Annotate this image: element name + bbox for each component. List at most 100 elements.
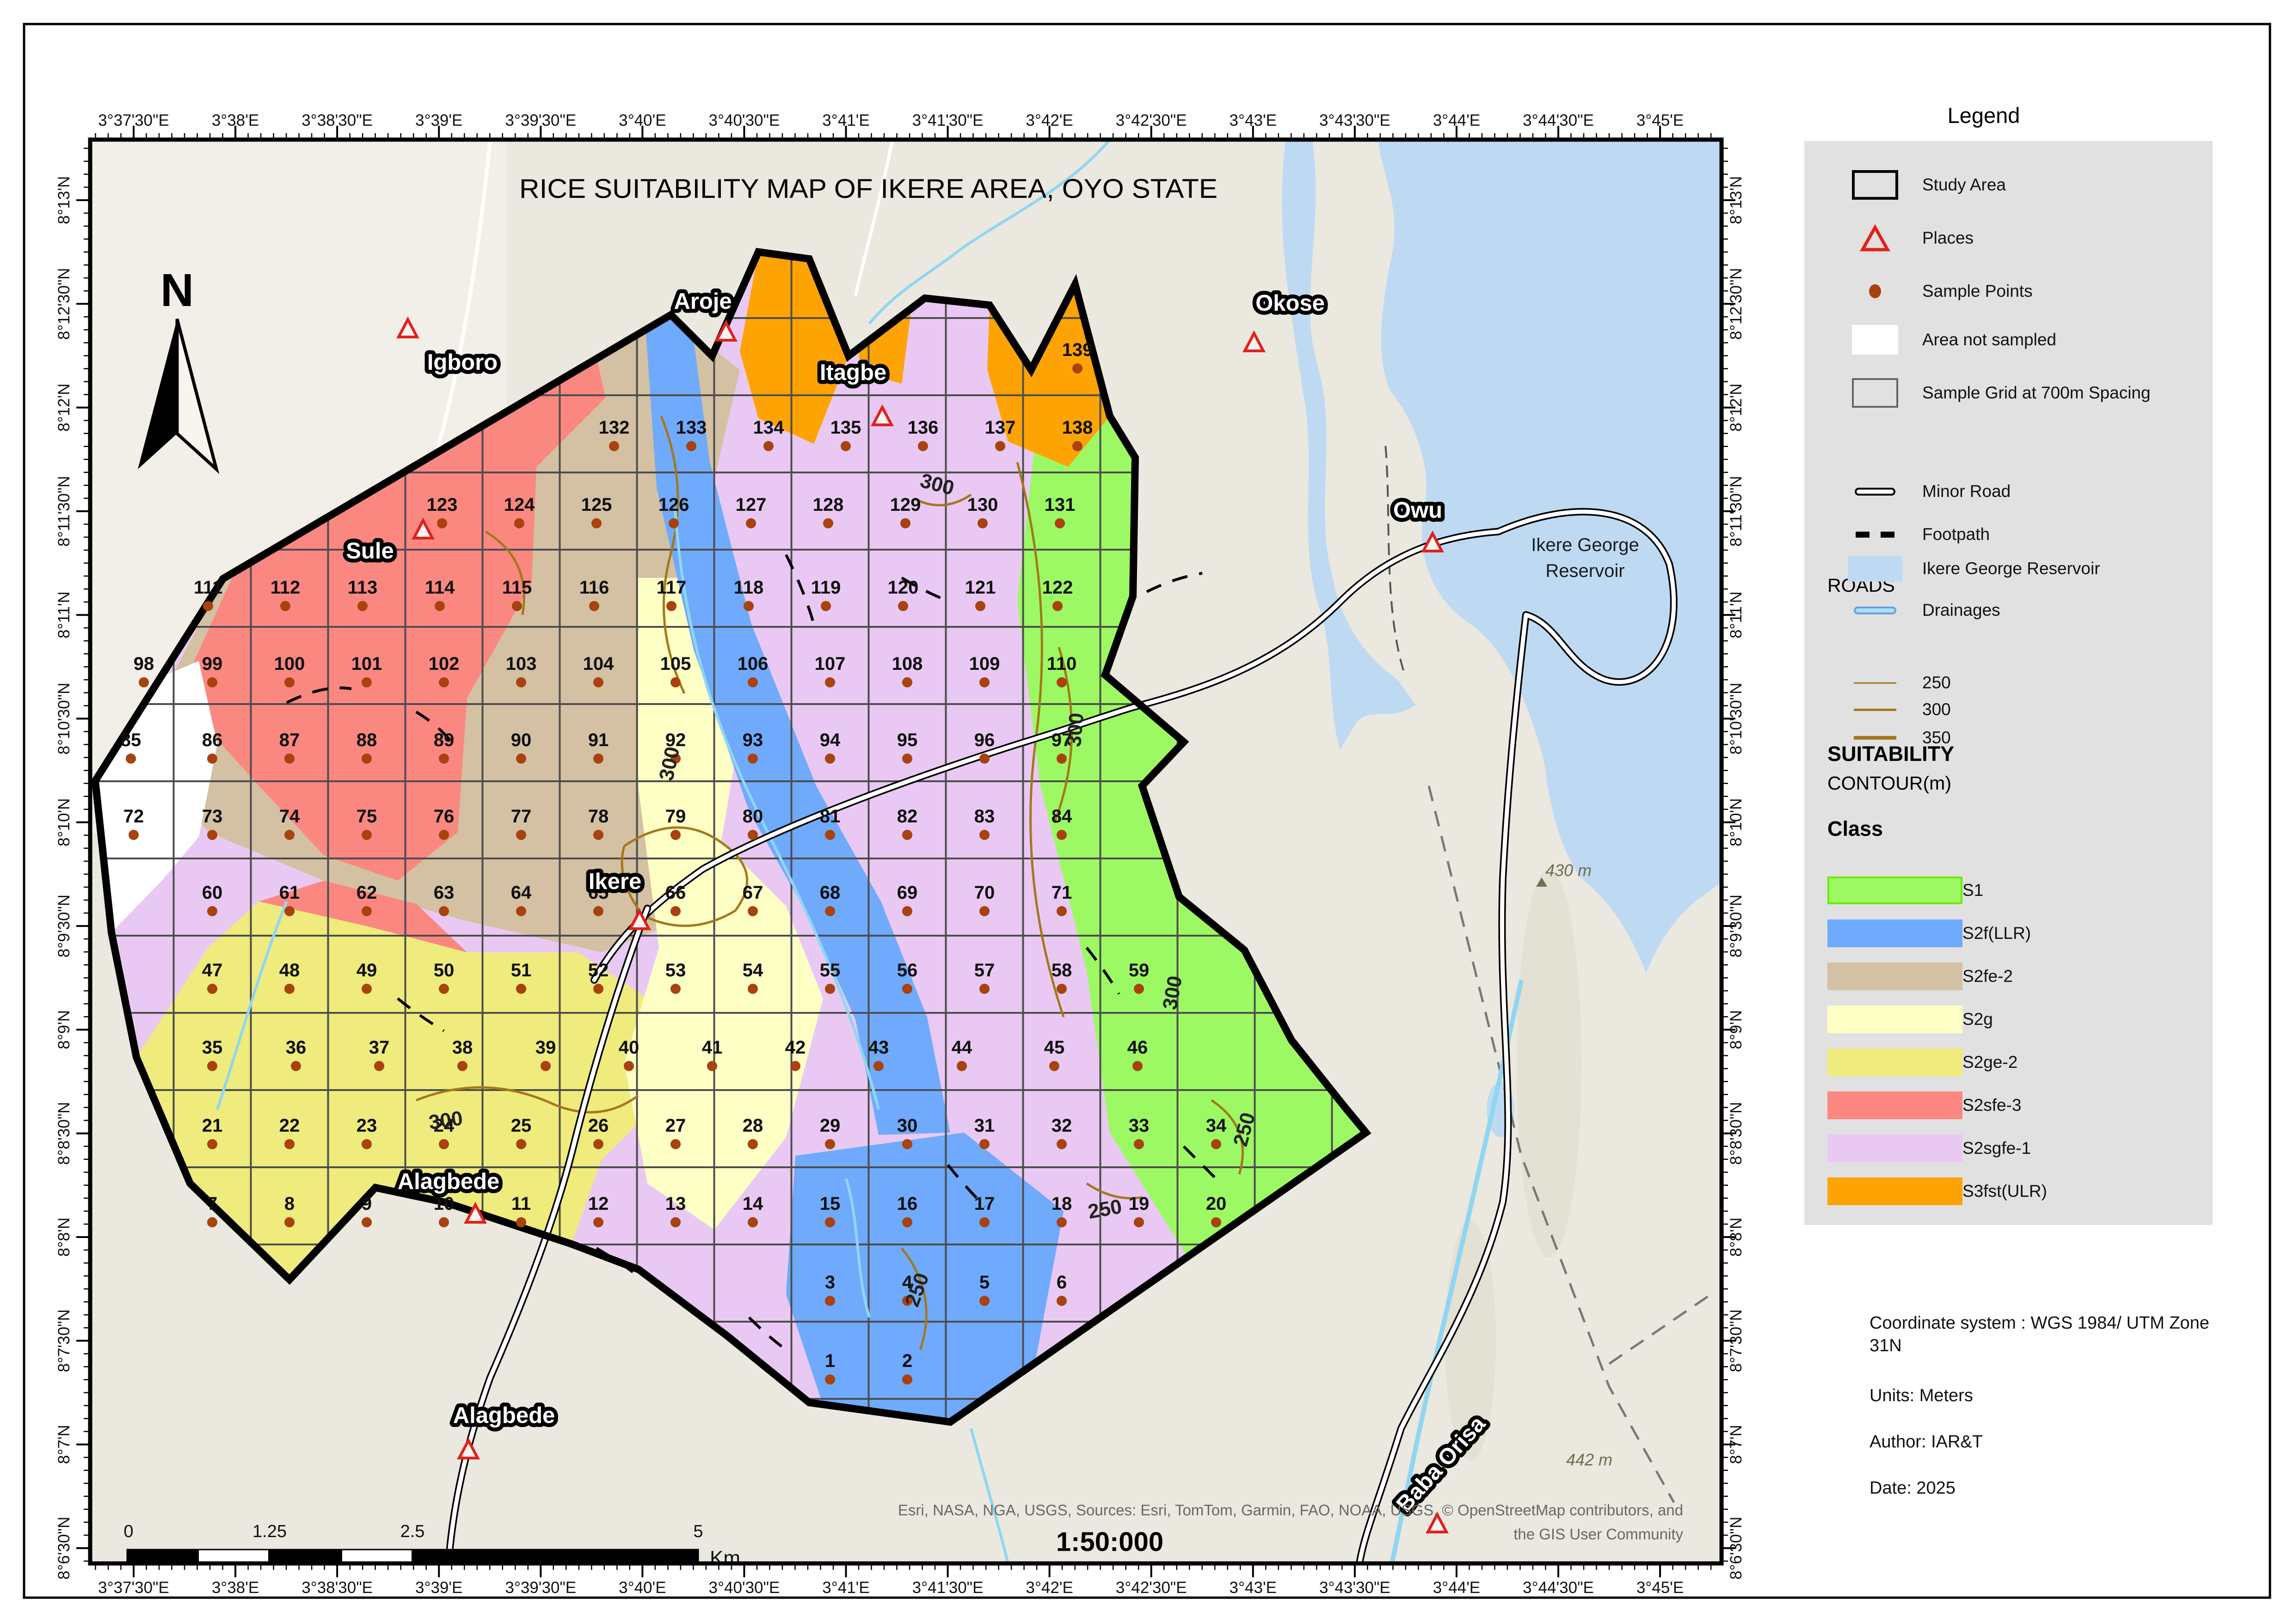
y-axis-label-left: 8°7'N bbox=[55, 1425, 73, 1464]
sample-point-dot bbox=[670, 677, 681, 687]
sample-point: 136 bbox=[908, 417, 938, 451]
legend-item-class-s2sfe-3-label: S2sfe-3 bbox=[1962, 1095, 2022, 1115]
y-axis-label-left: 8°7'30"N bbox=[55, 1309, 73, 1372]
y-axis-label-left: 8°6'30"N bbox=[55, 1517, 73, 1580]
sample-point: 79 bbox=[665, 806, 686, 840]
sample-point: 66 bbox=[665, 882, 686, 916]
sample-point-dot bbox=[825, 1139, 835, 1149]
legend-item-area-not-sampled-label: Area not sampled bbox=[1922, 330, 2057, 349]
legend-item-class-s2ge-2-swatch bbox=[1827, 1048, 1962, 1076]
sample-point: 133 bbox=[676, 417, 707, 451]
sample-point-number: 2 bbox=[902, 1351, 912, 1371]
legend-item-class-s2g-swatch bbox=[1827, 1005, 1962, 1033]
legend-item-class-s2f(llr): S2f(LLR) bbox=[1827, 916, 2197, 951]
sample-point: 64 bbox=[511, 882, 532, 916]
sample-point: 127 bbox=[736, 495, 767, 528]
sample-point: 13 bbox=[665, 1194, 686, 1227]
sample-point-dot bbox=[902, 906, 912, 916]
legend-item-contour-250-swatch bbox=[1827, 682, 1922, 684]
x-axis-label-bottom: 3°39'E bbox=[415, 1579, 462, 1597]
sample-point-dot bbox=[207, 677, 217, 687]
sample-point: 12 bbox=[588, 1194, 609, 1227]
sample-point-dot bbox=[1132, 1061, 1143, 1071]
place-triangle-icon bbox=[1421, 530, 1444, 552]
legend-item-minor-road: Minor Road bbox=[1827, 474, 2197, 509]
peak-label-442: 442 m bbox=[1566, 1450, 1612, 1469]
sample-point-number: 22 bbox=[279, 1115, 300, 1136]
sample-point: 74 bbox=[279, 806, 300, 840]
sample-point: 116 bbox=[579, 577, 609, 611]
place-label: Itagbe bbox=[820, 360, 886, 385]
sample-point-number: 58 bbox=[1052, 960, 1072, 981]
sample-point: 30 bbox=[897, 1115, 917, 1149]
legend-item-reservoir: Ikere George Reservoir bbox=[1827, 551, 2197, 586]
sample-point: 60 bbox=[202, 882, 222, 916]
sample-point-number: 48 bbox=[279, 960, 300, 981]
sample-point-dot bbox=[591, 518, 602, 528]
sample-point-number: 92 bbox=[665, 730, 686, 750]
sample-point-dot bbox=[516, 1217, 526, 1227]
sample-point: 128 bbox=[813, 495, 843, 528]
legend-title: Legend bbox=[1947, 103, 2020, 128]
sample-point-number: 18 bbox=[1052, 1194, 1072, 1214]
x-axis-label-top: 3°38'E bbox=[212, 111, 259, 129]
sample-point-number: 97 bbox=[1052, 730, 1072, 750]
scale-ratio: 1:50:000 bbox=[1056, 1527, 1163, 1557]
sample-point-dot bbox=[439, 677, 449, 687]
sample-point: 19 bbox=[1129, 1194, 1149, 1227]
sample-point-dot bbox=[898, 601, 908, 611]
sample-point-dot bbox=[748, 830, 758, 840]
sample-point: 95 bbox=[897, 730, 917, 764]
place-triangle-icon bbox=[871, 404, 894, 426]
sample-point: 138 bbox=[1062, 417, 1093, 451]
legend-item-class-s2fe-2: S2fe-2 bbox=[1827, 959, 2197, 994]
north-arrow-n: N bbox=[160, 264, 194, 316]
legend-item-places: Places bbox=[1827, 221, 2197, 256]
sample-point-number: 63 bbox=[434, 882, 455, 903]
sample-point: 76 bbox=[434, 806, 455, 840]
legend-suitability-header: SUITABILITY bbox=[1827, 742, 1955, 766]
sample-point-dot bbox=[207, 1217, 217, 1227]
sample-point-number: 54 bbox=[743, 960, 763, 981]
sample-point: 81 bbox=[820, 806, 840, 840]
sample-point-number: 117 bbox=[657, 577, 687, 598]
sample-point: 45 bbox=[1044, 1037, 1064, 1071]
sample-point-number: 41 bbox=[702, 1037, 723, 1058]
sample-point-number: 51 bbox=[511, 960, 532, 981]
y-axis-label-right: 8°6'30"N bbox=[1727, 1517, 1745, 1580]
sample-point-number: 21 bbox=[202, 1115, 223, 1136]
y-axis-label-right: 8°10'N bbox=[1727, 798, 1745, 846]
x-axis-label-top: 3°37'30"E bbox=[98, 111, 169, 129]
sample-point-number: 76 bbox=[434, 806, 455, 827]
sample-point-dot bbox=[593, 1217, 603, 1227]
place-triangle-icon bbox=[464, 1201, 487, 1224]
sample-point-number: 43 bbox=[868, 1037, 889, 1058]
legend-item-class-s1-label: S1 bbox=[1962, 880, 1984, 900]
sample-point-dot bbox=[979, 906, 990, 916]
sample-point: 109 bbox=[969, 654, 1000, 687]
y-axis-label-right: 8°11'N bbox=[1727, 591, 1745, 638]
y-axis-label-left: 8°11'30"N bbox=[55, 476, 73, 546]
hill-shading bbox=[1445, 1220, 1496, 1461]
meta-units: Units: Meters bbox=[1870, 1386, 1973, 1405]
y-axis-label-left: 8°13'N bbox=[55, 176, 73, 224]
sample-point-dot bbox=[670, 830, 681, 840]
sample-point-number: 127 bbox=[736, 495, 767, 515]
legend-item-class-s3fst(ulr)-swatch bbox=[1827, 1177, 1962, 1205]
sample-point-number: 25 bbox=[511, 1115, 532, 1136]
sample-point-dot bbox=[902, 1139, 912, 1149]
sample-point: 98 bbox=[134, 654, 154, 687]
sample-point-dot bbox=[516, 906, 526, 916]
legend-item-contour-300: 300 bbox=[1827, 692, 2197, 727]
sample-point-number: 93 bbox=[743, 730, 763, 750]
sample-point-number: 131 bbox=[1045, 495, 1076, 515]
sample-point: 63 bbox=[434, 882, 455, 916]
sample-point-number: 35 bbox=[202, 1037, 223, 1058]
sample-point-number: 121 bbox=[965, 577, 996, 598]
sample-point: 44 bbox=[952, 1037, 972, 1071]
sample-point-number: 75 bbox=[357, 806, 377, 827]
sample-point: 10 bbox=[434, 1194, 454, 1227]
legend-panel: ROADS CONTOUR(m) SUITABILITY Class Study… bbox=[1804, 141, 2213, 1225]
x-axis-label-bottom: 3°41'E bbox=[822, 1579, 869, 1597]
place-label: Igboro bbox=[427, 350, 498, 375]
